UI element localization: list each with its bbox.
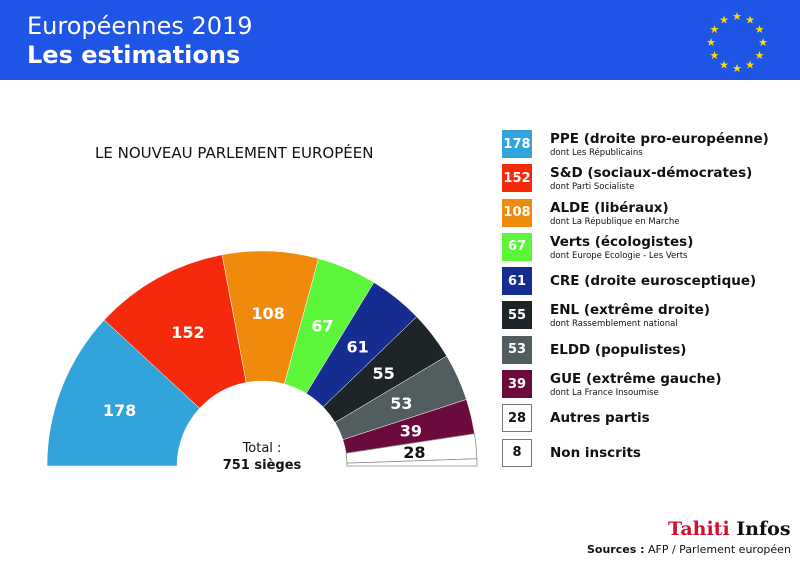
star-icon: ★ [732, 62, 742, 75]
chart-title: LE NOUVEAU PARLEMENT EUROPÉEN [95, 144, 374, 162]
sources-text: Sources : AFP / Parlement européen [587, 543, 791, 556]
star-icon: ★ [719, 59, 729, 72]
segment-value-label: 61 [347, 338, 369, 357]
legend-label: S&D (sociaux-démocrates) [550, 165, 753, 182]
star-icon: ★ [755, 23, 765, 36]
total-value: 751 sièges [222, 458, 302, 473]
total-seats: Total : 751 sièges [202, 440, 322, 474]
total-label: Total : [242, 441, 282, 456]
legend-label: CRE (droite eurosceptique) [550, 273, 757, 290]
header-title: Européennes 2019 [27, 12, 253, 40]
segment-value-label: 28 [403, 443, 425, 462]
legend-swatch: 108 [502, 198, 532, 227]
star-icon: ★ [732, 10, 742, 23]
legend-label: Non inscrits [550, 444, 641, 461]
legend-sublabel: dont Europe Ecologie - Les Verts [550, 250, 688, 261]
segment-value-label: 178 [103, 401, 136, 420]
header-banner: Européennes 2019 Les estimations ★ ★ ★ ★ ★ ★ ★… [0, 0, 800, 80]
segment-value-label: 108 [251, 304, 284, 323]
legend-swatch: 61 [502, 267, 532, 296]
legend-sublabel: dont La République en Marche [550, 216, 680, 227]
legend-sublabel: dont La France Insoumise [550, 388, 659, 399]
legend-sublabel: dont Rassemblement national [550, 319, 678, 330]
legend-swatch: 39 [502, 370, 532, 399]
tahiti-infos-logo: Tahiti Infos [668, 518, 791, 540]
segment-value-label: 39 [400, 422, 422, 441]
segment-value-label: 67 [311, 316, 333, 335]
header-subtitle: Les estimations [27, 41, 241, 69]
star-icon: ★ [706, 36, 716, 49]
legend-swatch: 8 [502, 438, 532, 467]
legend-label: PPE (droite pro-européenne) [550, 131, 769, 147]
legend-swatch: 67 [502, 232, 532, 261]
legend-sublabel: dont Les Républicains [550, 148, 643, 158]
star-icon: ★ [745, 59, 755, 72]
star-icon: ★ [755, 49, 765, 62]
eu-flag-icon: ★ ★★★★★★★★★★★ [706, 10, 768, 75]
segment-non [346, 458, 478, 467]
legend-label: ALDE (libéraux) [550, 199, 669, 216]
legend-swatch: 28 [502, 404, 532, 433]
legend-label: ENL (extrême droite) [550, 302, 711, 319]
segment-value-label: 53 [390, 394, 412, 413]
star-icon: ★ [710, 49, 720, 62]
segment-value-label: 55 [372, 364, 394, 383]
legend-label: Autres partis [550, 410, 650, 427]
legend-swatch: 152 [502, 164, 532, 193]
star-icon: ★ [719, 13, 729, 26]
legend-swatch: 55 [502, 301, 532, 330]
legend-label: ELDD (populistes) [550, 341, 687, 358]
legend-sublabel: dont Parti Socialiste [550, 182, 635, 193]
segment-ppe [46, 319, 200, 467]
legend-swatch: 178 [502, 130, 532, 158]
star-icon: ★ [710, 23, 720, 36]
legend-label: Verts (écologistes) [550, 233, 694, 250]
legend-label: GUE (extrême gauche) [550, 371, 722, 388]
star-icon: ★ [758, 36, 768, 49]
segment-value-label: 152 [171, 323, 204, 342]
star-icon: ★ [745, 13, 755, 26]
legend-swatch: 53 [502, 335, 532, 364]
